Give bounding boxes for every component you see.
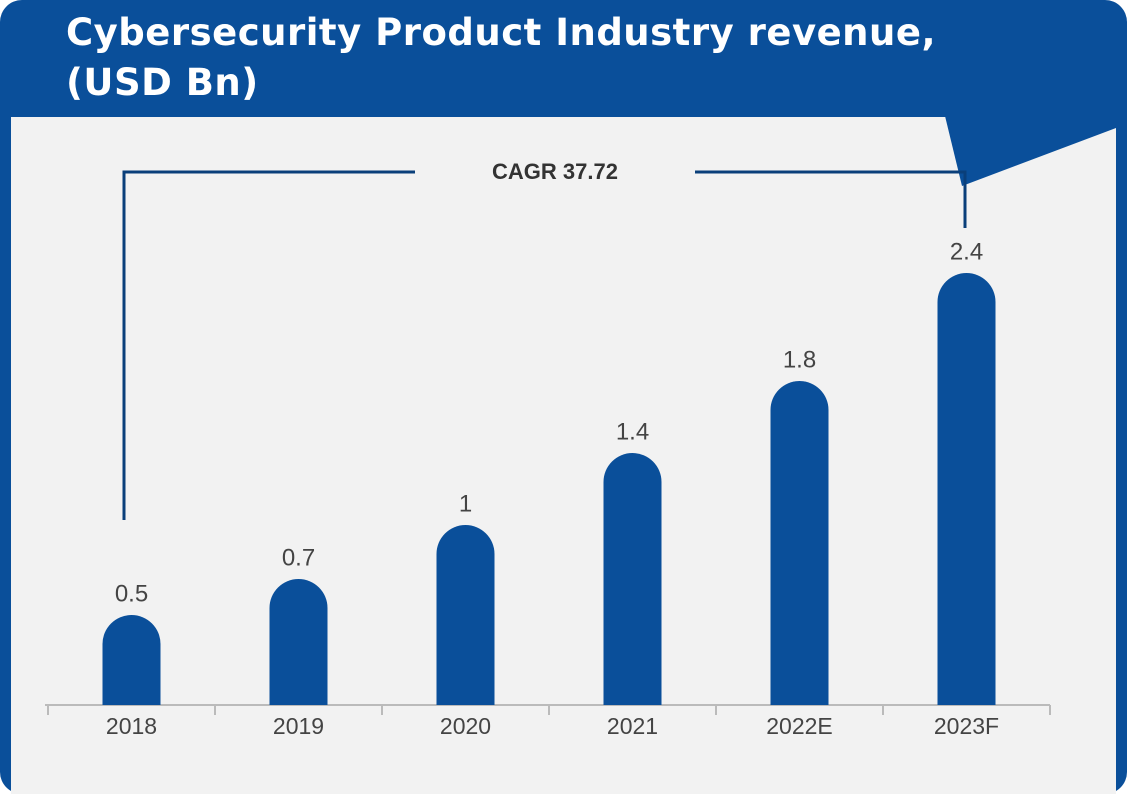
x-tick-label: 2018: [106, 713, 157, 739]
chart-title: Cybersecurity Product Industry revenue, …: [66, 11, 936, 104]
x-tick-label: 2019: [273, 713, 324, 739]
plot-background: [11, 117, 1116, 794]
cagr-bracket: [695, 170, 967, 228]
value-label: 0.5: [115, 580, 148, 607]
x-tick-label: 2021: [607, 713, 658, 739]
value-label: 1.8: [783, 346, 816, 373]
cagr-bracket: [122, 170, 415, 520]
bar: [937, 273, 996, 705]
value-label: 1.4: [616, 418, 649, 445]
x-tick-label: 2022E: [766, 713, 833, 739]
x-tick-label: 2020: [440, 713, 491, 739]
bar: [770, 381, 829, 705]
value-label: 2.4: [950, 238, 983, 265]
value-label: 1: [459, 490, 472, 517]
annotation: CAGR 37.72: [492, 159, 618, 184]
bar: [603, 453, 662, 705]
value-label: 0.7: [282, 544, 315, 571]
bar: [102, 615, 161, 705]
x-tick-label: 2023F: [934, 713, 999, 739]
bar: [436, 525, 495, 705]
header-tab: [945, 116, 1116, 186]
bar: [269, 579, 328, 705]
